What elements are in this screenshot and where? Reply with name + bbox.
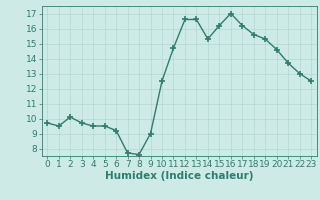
X-axis label: Humidex (Indice chaleur): Humidex (Indice chaleur) [105, 171, 253, 181]
